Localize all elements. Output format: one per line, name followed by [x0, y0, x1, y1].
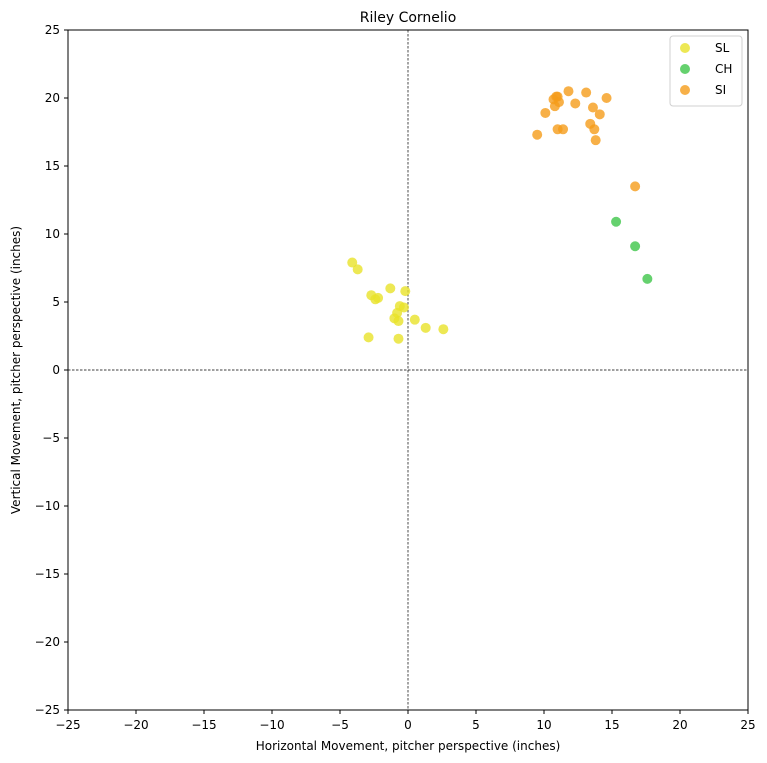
legend-label-sl: SL: [715, 41, 730, 55]
point-si: [594, 109, 605, 120]
x-tick-label: −10: [259, 718, 284, 732]
point-si: [563, 86, 574, 97]
point-sl: [400, 286, 411, 297]
chart-title: Riley Cornelio: [360, 10, 457, 26]
point-ch: [642, 273, 653, 284]
point-si: [601, 93, 612, 103]
point-sl: [438, 324, 449, 335]
point-si: [630, 181, 641, 192]
point-sl: [393, 316, 404, 327]
point-sl: [398, 302, 409, 313]
y-tick-label: −5: [42, 431, 60, 445]
point-si: [532, 129, 543, 140]
point-si: [558, 124, 569, 135]
y-tick-label: −25: [35, 703, 60, 717]
x-tick-label: 5: [472, 718, 480, 732]
point-si: [570, 98, 581, 109]
point-sl: [373, 292, 384, 303]
point-sl: [352, 264, 363, 275]
y-tick-label: −20: [35, 635, 60, 649]
series-sl: [347, 257, 449, 344]
x-tick-label: 0: [404, 718, 412, 732]
y-tick-label: 5: [52, 295, 60, 309]
x-tick-label: −15: [191, 718, 216, 732]
x-axis-label: Horizontal Movement, pitcher perspective…: [256, 739, 561, 753]
legend-label-ch: CH: [715, 62, 732, 76]
y-axis-ticks: −25 −20 −15 −10 −5 0 5 10 15 20 25: [35, 23, 68, 717]
x-tick-label: −20: [123, 718, 148, 732]
y-tick-label: 20: [45, 91, 60, 105]
point-sl: [363, 332, 374, 343]
point-si: [590, 135, 601, 146]
series-ch: [611, 216, 653, 284]
point-sl: [409, 314, 420, 325]
point-si: [589, 124, 600, 135]
data-points: [347, 86, 653, 344]
y-tick-label: −10: [35, 499, 60, 513]
point-ch: [630, 241, 641, 252]
point-sl: [347, 257, 358, 268]
y-tick-label: 0: [52, 363, 60, 377]
point-sl: [385, 283, 396, 294]
point-sl: [393, 333, 404, 344]
y-tick-label: 15: [45, 159, 60, 173]
x-tick-label: −25: [55, 718, 80, 732]
legend-label-si: SI: [715, 83, 726, 97]
x-tick-label: 25: [740, 718, 755, 732]
y-tick-label: 10: [45, 227, 60, 241]
point-si: [549, 101, 560, 112]
point-si: [581, 87, 592, 98]
legend-marker-ch: [680, 64, 690, 74]
x-tick-label: 20: [672, 718, 687, 732]
legend-marker-sl: [680, 43, 690, 53]
point-sl: [420, 322, 431, 333]
legend: SL CH SI: [669, 35, 743, 107]
y-tick-label: 25: [45, 23, 60, 37]
legend-marker-si: [680, 85, 690, 95]
x-tick-label: −5: [331, 718, 349, 732]
reference-lines: [68, 30, 748, 710]
y-axis-label: Vertical Movement, pitcher perspective (…: [9, 226, 23, 514]
x-tick-label: 15: [604, 718, 619, 732]
point-si: [540, 107, 551, 118]
point-ch: [611, 216, 622, 227]
series-si: [532, 86, 641, 192]
point-si: [587, 102, 598, 113]
x-tick-label: 10: [536, 718, 551, 732]
x-axis-ticks: −25 −20 −15 −10 −5 0 5 10 15 20 25: [55, 710, 756, 732]
y-tick-label: −15: [35, 567, 60, 581]
